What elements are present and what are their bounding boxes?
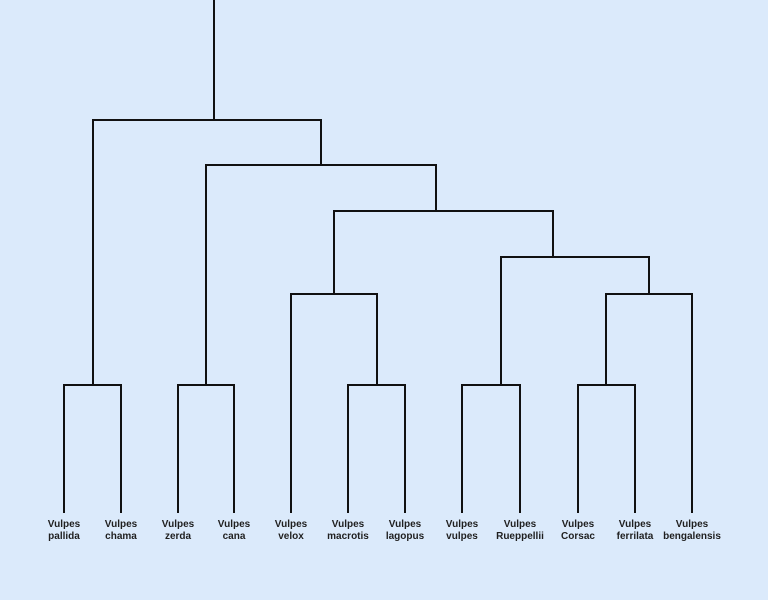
leaf-label-rueppellii: Vulpes Rueppellii: [480, 519, 560, 543]
leaf-genus: Vulpes: [47, 519, 81, 530]
leaf-genus: Vulpes: [161, 519, 195, 530]
leaf-species: chama: [105, 531, 137, 542]
leaf-label-lagopus: Vulpes lagopus: [365, 519, 445, 543]
leaf-genus: Vulpes: [331, 519, 365, 530]
leaf-label-cana: Vulpes cana: [194, 519, 274, 543]
leaf-species: velox: [278, 531, 304, 542]
leaf-genus: Vulpes: [388, 519, 422, 530]
leaf-genus: Vulpes: [561, 519, 595, 530]
leaf-species: lagopus: [385, 531, 425, 542]
leaf-label-macrotis: Vulpes macrotis: [308, 519, 388, 543]
leaf-label-bengalensis: Vulpes bengalensis: [652, 519, 732, 543]
leaf-label-corsac: Vulpes Corsac: [538, 519, 618, 543]
leaf-species: cana: [222, 531, 246, 542]
leaf-genus: Vulpes: [618, 519, 652, 530]
leaf-species: bengalensis: [663, 531, 721, 542]
leaf-genus: Vulpes: [104, 519, 138, 530]
leaf-label-zerda: Vulpes zerda: [138, 519, 218, 543]
leaf-genus: Vulpes: [274, 519, 308, 530]
leaf-label-velox: Vulpes velox: [251, 519, 331, 543]
leaf-label-vulpes: Vulpes vulpes: [422, 519, 502, 543]
leaf-species: Corsac: [561, 531, 595, 542]
leaf-genus: Vulpes: [503, 519, 537, 530]
leaf-label-ferrilata: Vulpes ferrilata: [595, 519, 675, 543]
leaf-species: zerda: [164, 531, 192, 542]
leaf-genus: Vulpes: [217, 519, 251, 530]
leaf-species: Rueppellii: [496, 531, 544, 542]
leaf-label-pallida: Vulpes pallida: [24, 519, 104, 543]
leaf-genus: Vulpes: [675, 519, 709, 530]
leaf-label-chama: Vulpes chama: [81, 519, 161, 543]
leaf-species: ferrilata: [616, 531, 654, 542]
leaf-species: pallida: [48, 531, 80, 542]
leaf-genus: Vulpes: [445, 519, 479, 530]
leaf-species: macrotis: [327, 531, 369, 542]
leaf-species: vulpes: [446, 531, 478, 542]
